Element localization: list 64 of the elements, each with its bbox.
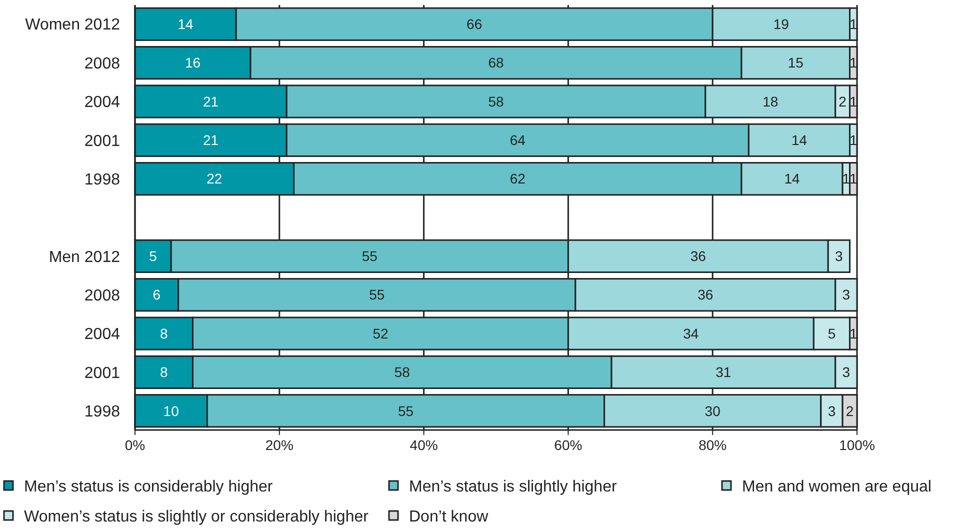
y-tick-label: 2004 — [84, 94, 120, 112]
data-label: 21 — [203, 132, 219, 148]
legend-label: Men’s status is considerably higher — [24, 478, 274, 496]
data-label: 22 — [206, 170, 222, 187]
legend-label: Don’t know — [409, 508, 489, 526]
data-label: 19 — [773, 16, 790, 32]
data-label: 21 — [203, 93, 219, 110]
data-label: 3 — [842, 286, 850, 303]
data-label: 1 — [849, 132, 858, 148]
data-label: 1 — [849, 93, 858, 110]
data-label: 1 — [849, 170, 858, 187]
data-label: 62 — [510, 170, 526, 187]
data-label: 14 — [791, 132, 808, 148]
data-label: 1 — [849, 325, 858, 342]
data-label: 55 — [398, 402, 414, 419]
data-label: 6 — [152, 286, 161, 303]
x-tick-label: 20% — [265, 437, 294, 453]
data-label: 55 — [362, 248, 378, 264]
data-label: 10 — [163, 402, 180, 419]
data-label: 68 — [488, 54, 504, 71]
data-label: 8 — [160, 364, 168, 380]
data-label: 15 — [788, 54, 804, 71]
data-label: 64 — [510, 132, 526, 148]
data-label: 58 — [394, 364, 410, 380]
data-label: 58 — [488, 93, 504, 110]
data-label: 52 — [372, 325, 388, 342]
y-tick-label: 2008 — [84, 55, 120, 72]
y-tick-label: Men 2012 — [48, 248, 120, 266]
data-label: 2 — [838, 93, 847, 110]
data-label: 1 — [849, 54, 858, 71]
data-label: 36 — [690, 248, 706, 264]
x-tick-label: 40% — [410, 437, 438, 453]
data-label: 16 — [184, 54, 201, 71]
data-label: 1 — [849, 16, 858, 32]
y-tick-label: 2008 — [84, 287, 120, 304]
data-label: 5 — [149, 248, 158, 264]
y-tick-label: 2004 — [84, 326, 120, 344]
x-tick-label: 100% — [839, 437, 875, 453]
y-tick-label: 2001 — [84, 364, 120, 382]
x-tick-label: 0% — [124, 437, 146, 453]
data-label: 8 — [160, 325, 168, 342]
data-label: 55 — [369, 286, 385, 303]
data-label: 31 — [716, 364, 732, 380]
x-tick-label: 60% — [554, 437, 582, 453]
legend-label: Men and women are equal — [742, 478, 932, 496]
y-tick-label: 1998 — [84, 403, 120, 420]
data-label: 2 — [846, 402, 854, 419]
data-label: 3 — [835, 248, 844, 264]
data-label: 66 — [466, 16, 482, 32]
data-label: 3 — [842, 364, 850, 380]
data-label: 3 — [828, 402, 836, 419]
data-label: 14 — [178, 16, 194, 32]
data-label: 14 — [784, 170, 800, 187]
y-tick-label: 2001 — [84, 132, 120, 150]
data-label: 18 — [762, 93, 778, 110]
y-tick-label: Women 2012 — [25, 16, 120, 34]
data-label: 5 — [828, 325, 836, 342]
legend-label: Men’s status is slightly higher — [409, 478, 618, 496]
data-label: 34 — [683, 325, 699, 342]
legend-label: Women’s status is slightly or considerably higher — [24, 508, 370, 526]
data-label: 30 — [704, 402, 721, 419]
data-label: 36 — [698, 286, 714, 303]
y-tick-label: 1998 — [84, 171, 120, 188]
x-tick-label: 80% — [698, 437, 727, 453]
